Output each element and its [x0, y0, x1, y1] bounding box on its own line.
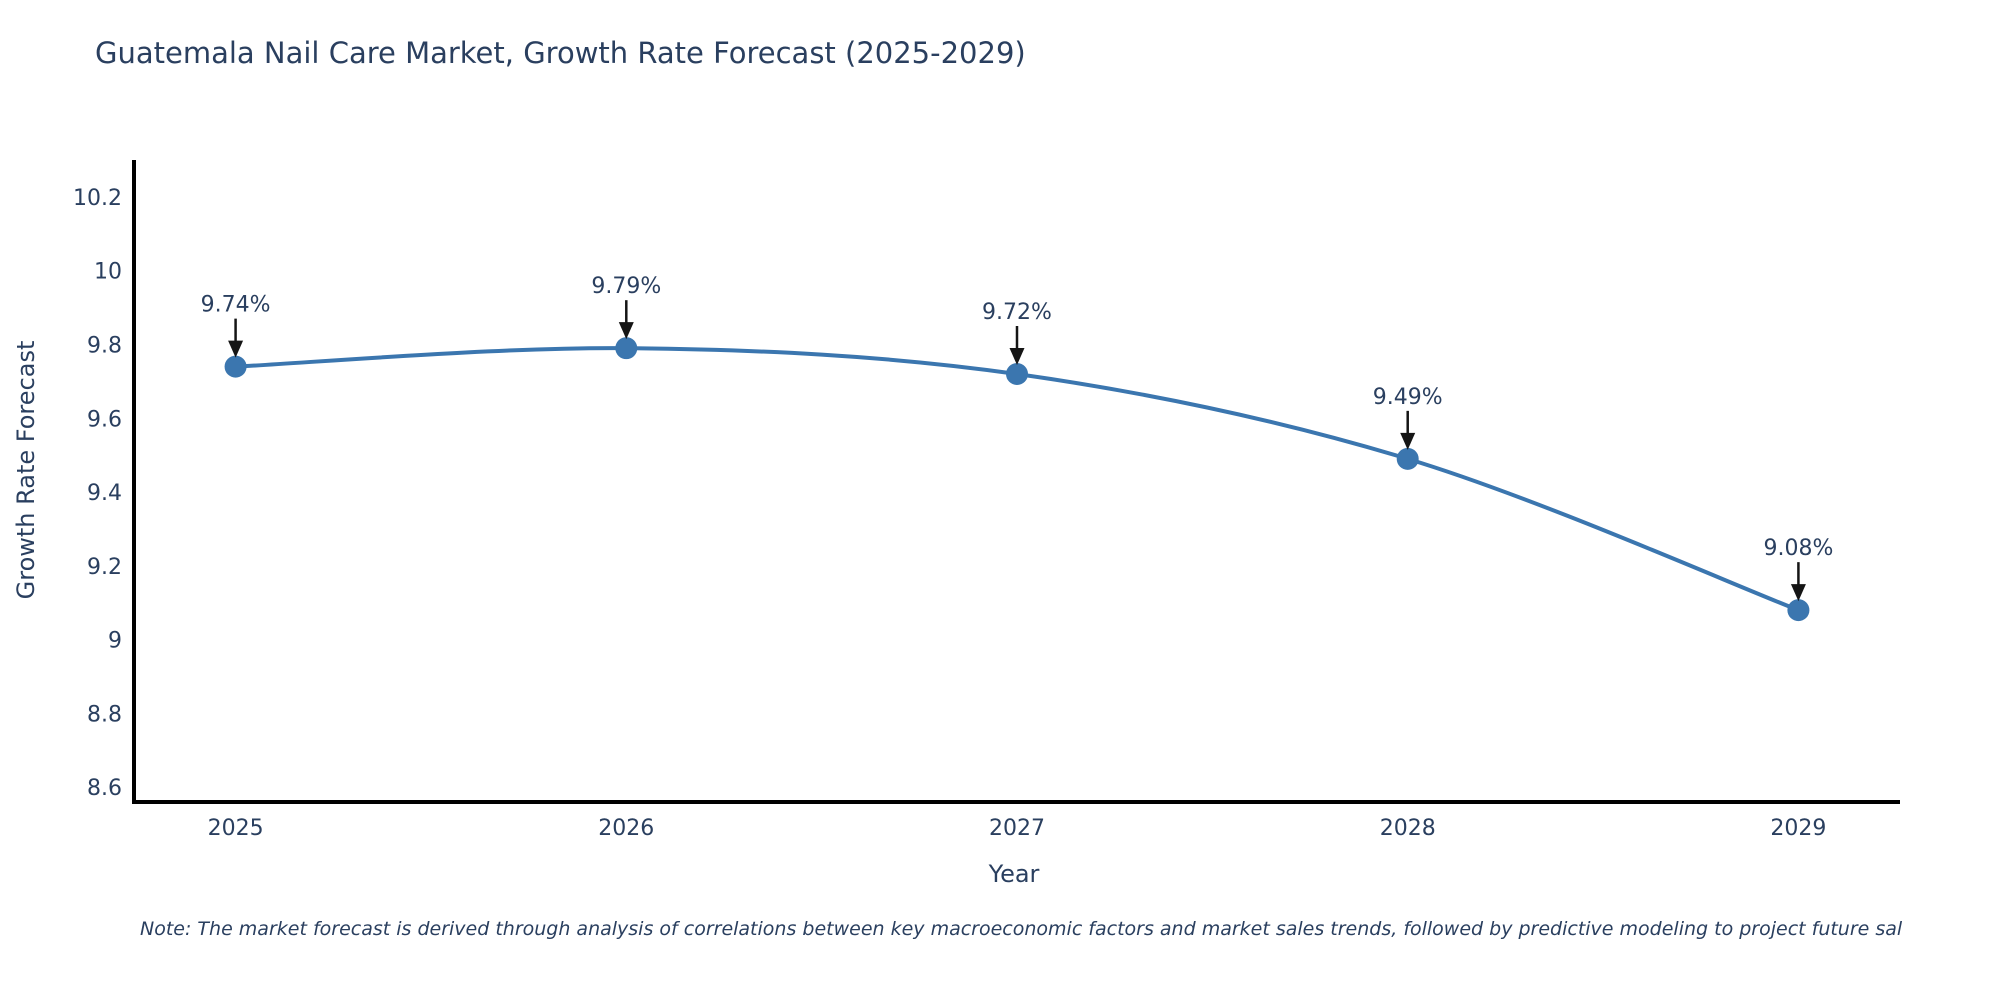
chart-title: Guatemala Nail Care Market, Growth Rate …: [95, 36, 1026, 70]
note-text: Note: The market forecast is derived thr…: [140, 918, 1903, 940]
data-point-2026[interactable]: [615, 337, 638, 360]
x-axis-title: Year: [988, 860, 1040, 888]
y-tick-label: 10.2: [73, 186, 122, 211]
x-tick-label: 2029: [1770, 816, 1826, 841]
annotation-arrowhead: [1790, 584, 1806, 602]
x-tick-label: 2026: [598, 816, 654, 841]
point-value-label: 9.72%: [982, 300, 1052, 325]
data-point-2025[interactable]: [224, 355, 247, 378]
x-tick-label: 2025: [208, 816, 264, 841]
y-tick-label: 9: [108, 629, 122, 654]
y-tick-label: 9.2: [87, 555, 122, 580]
data-point-2027[interactable]: [1006, 363, 1028, 385]
data-point-2029[interactable]: [1787, 599, 1810, 622]
annotation-arrowhead: [618, 322, 634, 340]
point-value-label: 9.79%: [591, 274, 661, 299]
y-tick-label: 9.4: [87, 481, 122, 506]
annotation-arrowhead: [228, 340, 244, 358]
point-value-label: 9.49%: [1373, 385, 1443, 410]
y-tick-label: 10: [94, 260, 122, 285]
x-tick-label: 2027: [989, 816, 1045, 841]
y-tick-label: 8.8: [87, 702, 122, 727]
point-value-label: 9.74%: [201, 293, 271, 318]
annotation-arrowhead: [1400, 432, 1416, 450]
data-point-2028[interactable]: [1396, 447, 1419, 470]
y-tick-label: 8.6: [87, 776, 122, 801]
annotation-arrowhead: [1009, 348, 1025, 365]
trend-line: [233, 346, 1801, 613]
x-tick-label: 2028: [1380, 816, 1436, 841]
point-value-label: 9.08%: [1763, 536, 1833, 561]
y-tick-label: 9.6: [87, 407, 122, 432]
y-tick-label: 9.8: [87, 333, 122, 358]
